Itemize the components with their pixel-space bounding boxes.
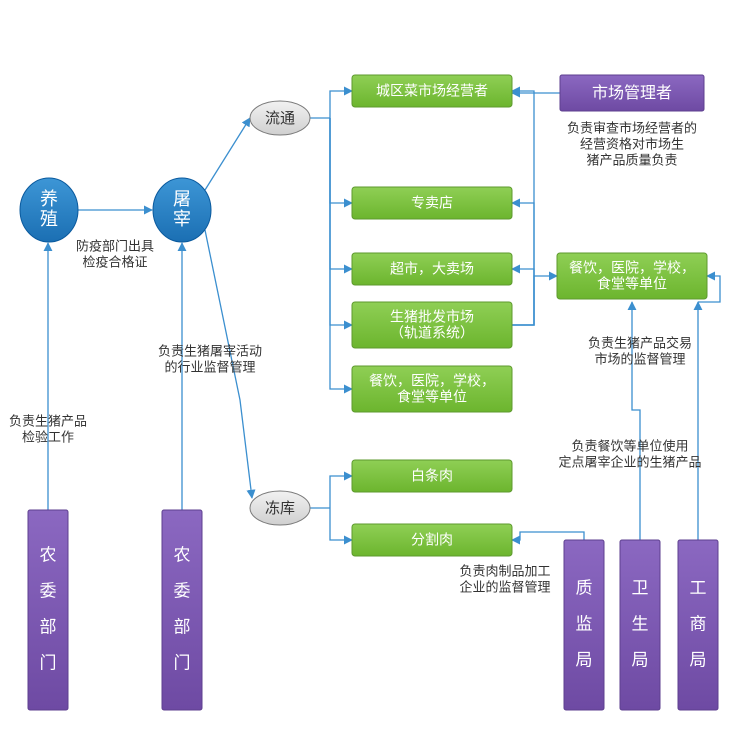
edge-ed_lt_g2 (330, 118, 352, 203)
edge-ed_lt_g5 (330, 118, 352, 389)
p_nongwei1: 农委部门 (28, 510, 68, 710)
edge-ed_zhijian_down (512, 532, 584, 540)
edge-ed_tz_lt (205, 118, 250, 190)
g_chaoshi: 超市，大卖场 (352, 253, 512, 285)
p_nongwei2-char-0: 农 (174, 545, 191, 564)
g_canyin-text-1: 食堂等单位 (397, 389, 467, 405)
p_nongwei2-char-3: 门 (174, 653, 191, 672)
p_shichang-text: 市场管理者 (592, 84, 672, 102)
n3-line-1: 的行业监督管理 (164, 359, 255, 374)
p_zhijian-char-2: 局 (576, 650, 593, 669)
p_nongwei2-char-1: 委 (174, 581, 191, 600)
n7-line-1: 企业的监督管理 (459, 579, 550, 594)
edge-ed_pf_zm (512, 203, 534, 325)
n2-line-1: 检验工作 (22, 429, 74, 444)
e_liutong-text: 流通 (265, 110, 295, 127)
e_dongku: 冻库 (250, 491, 310, 525)
g_pifa-text-0: 生猪批发市场 (390, 309, 474, 325)
g_pifa-text-1: （轨道系统） (390, 325, 474, 341)
g_fenge-text-0: 分割肉 (411, 532, 453, 548)
n4: 负责审查市场经营者的经营资格对市场生猪产品质量负责 (567, 120, 697, 167)
edge-ed_pf_cq (512, 91, 534, 325)
n1-line-1: 检疫合格证 (82, 254, 147, 269)
p_gongshang: 工商局 (678, 540, 718, 710)
n7: 负责肉制品加工企业的监督管理 (459, 563, 550, 594)
n5: 负责生猪产品交易市场的监督管理 (588, 335, 692, 366)
n4-line-0: 负责审查市场经营者的 (567, 120, 697, 135)
n2: 负责生猪产品检验工作 (9, 413, 87, 444)
p_nongwei2: 农委部门 (162, 510, 202, 710)
g_pifa: 生猪批发市场（轨道系统） (352, 302, 512, 348)
p_gongshang-char-2: 局 (690, 650, 707, 669)
p_zhijian-char-0: 质 (576, 578, 593, 597)
g_baitiao: 白条肉 (352, 460, 512, 492)
edge-ed_pf_cy2 (512, 276, 557, 325)
n2-line-0: 负责生猪产品 (9, 413, 87, 428)
p_shichang: 市场管理者 (560, 75, 704, 111)
g_chengqu: 城区菜市场经营者 (352, 75, 512, 107)
n4-line-1: 经营资格对市场生 (580, 136, 684, 151)
n6-line-1: 定点屠宰企业的生猪产品 (558, 454, 701, 469)
g_canyin: 餐饮，医院，学校，食堂等单位 (352, 366, 512, 412)
g_canyin-text-0: 餐饮，医院，学校， (369, 373, 495, 389)
e_yangzhi: 养殖 (20, 178, 78, 242)
n1: 防疫部门出具检疫合格证 (76, 238, 154, 269)
flowchart: 养殖屠宰流通冻库城区菜市场经营者专卖店超市，大卖场生猪批发市场（轨道系统）餐饮，… (0, 0, 750, 750)
g_chengqu-text-0: 城区菜市场经营者 (376, 83, 488, 99)
n5-line-1: 市场的监督管理 (594, 351, 685, 366)
g_baitiao-text-0: 白条肉 (411, 468, 453, 484)
g_fenge: 分割肉 (352, 524, 512, 556)
edge-ed_lt_g4 (330, 118, 352, 325)
n4-line-2: 猪产品质量负责 (586, 152, 677, 167)
g_zhuanmai: 专卖店 (352, 187, 512, 219)
n6: 负责餐饮等单位使用定点屠宰企业的生猪产品 (558, 438, 701, 469)
e_yangzhi-text-0: 养 (40, 189, 58, 209)
e_liutong: 流通 (250, 101, 310, 135)
p_weisheng: 卫生局 (620, 540, 660, 710)
edge-ed_dk_g6 (330, 476, 352, 508)
g_canyin2: 餐饮，医院，学校，食堂等单位 (557, 253, 707, 299)
p_weisheng-char-0: 卫 (632, 578, 649, 597)
n6-line-0: 负责餐饮等单位使用 (571, 438, 688, 453)
n3-line-0: 负责生猪屠宰活动 (158, 343, 262, 358)
p_zhijian-char-1: 监 (576, 614, 593, 633)
e_yangzhi-text-1: 殖 (40, 208, 58, 229)
p_weisheng-char-1: 生 (632, 614, 649, 633)
edge-ed_lt_g1 (330, 91, 352, 118)
p_gongshang-char-0: 工 (690, 578, 707, 597)
nodes-layer: 养殖屠宰流通冻库城区菜市场经营者专卖店超市，大卖场生猪批发市场（轨道系统）餐饮，… (20, 75, 718, 710)
p_weisheng-char-2: 局 (632, 650, 649, 669)
edge-ed_lt_g3 (330, 118, 352, 269)
e_tuzai-text-1: 宰 (173, 209, 191, 229)
p_nongwei1-char-2: 部 (40, 617, 57, 636)
g_zhuanmai-text-0: 专卖店 (411, 195, 453, 211)
n1-line-0: 防疫部门出具 (76, 238, 154, 253)
edge-ed_pf_cs (512, 269, 534, 325)
e_tuzai: 屠宰 (153, 178, 211, 242)
p_nongwei1-char-0: 农 (40, 545, 57, 564)
g_chaoshi-text-0: 超市，大卖场 (390, 261, 474, 277)
p_nongwei1-char-3: 门 (40, 653, 57, 672)
p_zhijian: 质监局 (564, 540, 604, 710)
p_gongshang-char-1: 商 (690, 614, 707, 633)
p_nongwei2-char-2: 部 (174, 617, 191, 636)
n5-line-0: 负责生猪产品交易 (588, 335, 692, 350)
n7-line-0: 负责肉制品加工 (459, 563, 550, 578)
g_canyin2-text-0: 餐饮，医院，学校， (569, 260, 695, 276)
e_tuzai-text-0: 屠 (173, 189, 191, 209)
g_canyin2-text-1: 食堂等单位 (597, 276, 667, 292)
edge-ed_dk_g7 (330, 508, 352, 540)
e_dongku-text: 冻库 (265, 499, 295, 517)
n3: 负责生猪屠宰活动的行业监督管理 (158, 343, 262, 374)
p_nongwei1-char-1: 委 (40, 581, 57, 600)
